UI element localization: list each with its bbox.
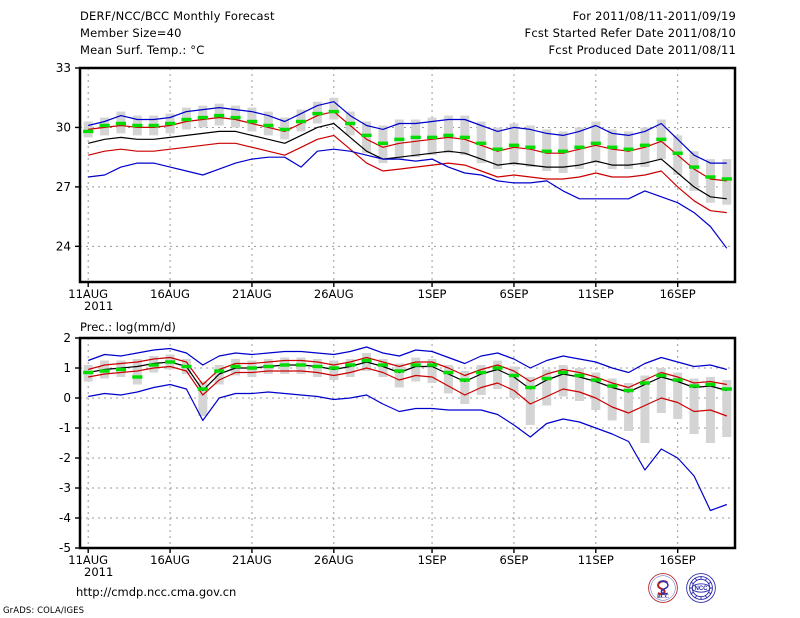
x-tick-label: 11SEP — [578, 287, 614, 301]
ncc-logo: NCC — [686, 573, 716, 603]
spread-bar — [705, 159, 715, 203]
panel-surface-temperature: 24 27 30 33 11AUG 16AUG 21AUG 26AUG 1SEP 6SEP 11SE… — [56, 61, 737, 313]
header-forecast-period: For 2011/08/11-2011/09/19 — [572, 9, 736, 23]
header-member-size: Member Size=40 — [80, 26, 182, 40]
x-axis-year-label: 2011 — [84, 565, 113, 579]
svg-text:BCC: BCC — [657, 594, 669, 600]
spread-bar — [574, 368, 584, 401]
footer-url[interactable]: http://cmdp.ncc.cma.gov.cn — [76, 585, 237, 599]
spread-bar — [607, 378, 617, 421]
x-tick-label: 11AUG — [68, 287, 108, 301]
x-axis-year-label: 2011 — [84, 299, 113, 313]
y-tick-label: 24 — [56, 239, 71, 253]
x-tick-label: 1SEP — [418, 287, 447, 301]
plot-frame — [78, 66, 737, 284]
spread-bar — [656, 368, 666, 413]
header-title: DERF/NCC/BCC Monthly Forecast — [80, 9, 275, 23]
spread-bar — [509, 366, 519, 398]
spread-bar — [263, 111, 273, 136]
series-line-min — [88, 383, 728, 512]
series-line-lower_quartile — [88, 134, 727, 214]
grads-credit: GrADS: COLA/IGES — [3, 606, 85, 616]
series-line-ensemble_mean — [88, 122, 727, 200]
y-tick-label: -1 — [59, 421, 71, 435]
x-tick-label: 1SEP — [418, 553, 447, 567]
x-tick-label: 16SEP — [660, 553, 696, 567]
bcc-logo: BCC — [648, 573, 678, 603]
spread-bar — [591, 372, 601, 410]
spread-bar — [525, 377, 535, 425]
series-line-upper_quartile — [88, 356, 727, 389]
header-started-date: Fcst Started Refer Date 2011/08/10 — [524, 26, 736, 40]
spread-bar — [460, 371, 470, 404]
spread-bar — [689, 151, 699, 191]
plot-frame — [78, 336, 737, 550]
y-tick-label: 0 — [63, 391, 71, 405]
x-tick-label: 21AUG — [232, 287, 272, 301]
spread-bar — [378, 359, 388, 377]
y-tick-label: -2 — [59, 451, 71, 465]
panel-precipitation: -5 -4 -3 -2 -1 0 1 2 11AUG 16AUG 21AUG 26AUG 1SEP 6SE… — [59, 320, 737, 579]
spread-bar — [83, 121, 93, 138]
spread-bar — [640, 375, 650, 443]
y-tick-label: 1 — [63, 361, 71, 375]
spread-bar — [558, 365, 568, 397]
series-line-ensemble_mean — [88, 361, 727, 393]
spread-bar — [722, 380, 732, 437]
spread-bar — [329, 97, 339, 120]
x-tick-label: 16AUG — [150, 553, 190, 567]
spread-bar — [443, 365, 453, 394]
series-line-max — [88, 101, 727, 164]
spread-bar — [394, 363, 404, 388]
spread-bar — [329, 360, 339, 380]
y-tick-label: 30 — [56, 120, 71, 134]
series-line-lower_quartile — [88, 365, 728, 417]
precipitation-axis-title: Prec.: log(mm/d) — [80, 320, 176, 334]
x-tick-label: 11AUG — [68, 553, 108, 567]
spread-bar — [476, 365, 486, 395]
series-line-max — [87, 346, 727, 374]
header-variable-label: Mean Surf. Temp.: °C — [80, 43, 205, 57]
y-tick-label: -5 — [59, 541, 71, 555]
y-tick-label: 27 — [56, 180, 71, 194]
spread-bar — [542, 369, 552, 406]
y-tick-label: 33 — [56, 61, 71, 75]
spread-bar — [247, 107, 257, 132]
x-tick-label: 6SEP — [500, 287, 529, 301]
spread-bar — [198, 381, 208, 416]
spread-bar — [460, 115, 470, 156]
x-tick-label: 26AUG — [314, 553, 354, 567]
series-line-upper_quartile — [88, 111, 727, 182]
spread-bar — [673, 372, 683, 419]
x-tick-label: 16SEP — [660, 287, 696, 301]
x-tick-label: 26AUG — [314, 287, 354, 301]
y-tick-label: -4 — [59, 511, 71, 525]
spread-bar — [132, 359, 142, 385]
svg-text:NCC: NCC — [695, 586, 709, 592]
series-line-min — [88, 148, 728, 249]
spread-bar — [689, 378, 699, 434]
x-tick-label: 16AUG — [150, 287, 190, 301]
x-tick-label: 6SEP — [500, 553, 529, 567]
spread-bar — [345, 359, 355, 377]
spread-bar — [624, 383, 634, 431]
x-tick-label: 21AUG — [232, 553, 272, 567]
spread-bar — [493, 360, 503, 389]
spread-bar — [722, 159, 732, 205]
spread-bar — [427, 359, 437, 383]
spread-bar — [411, 357, 421, 382]
y-tick-label: 2 — [63, 331, 71, 345]
header-produced-date: Fcst Produced Date 2011/08/11 — [548, 43, 736, 57]
x-tick-label: 11SEP — [578, 553, 614, 567]
y-tick-label: -3 — [59, 481, 71, 495]
spread-bar — [362, 121, 372, 154]
